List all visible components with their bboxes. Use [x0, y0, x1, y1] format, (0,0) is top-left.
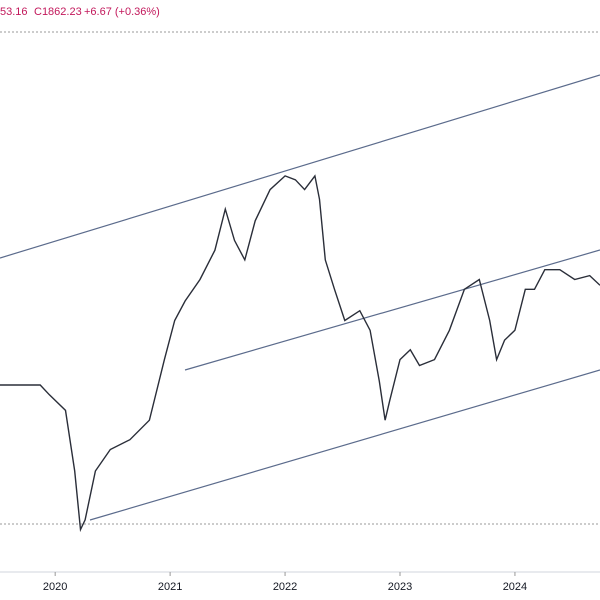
- header-value: 53.16: [0, 6, 28, 18]
- x-tick-label: 2023: [388, 581, 412, 593]
- price-line: [0, 174, 600, 533]
- channel-line: [89, 369, 600, 521]
- channel-line: [0, 74, 600, 259]
- header-change: +6.67 (+0.36%): [84, 6, 160, 18]
- x-tick-label: 2021: [158, 581, 182, 593]
- x-tick-label: 2020: [43, 581, 67, 593]
- channel-line: [184, 249, 600, 371]
- x-tick-label: 2022: [273, 581, 297, 593]
- header-close: C1862.23: [34, 6, 82, 18]
- x-tick-label: 2024: [503, 581, 527, 593]
